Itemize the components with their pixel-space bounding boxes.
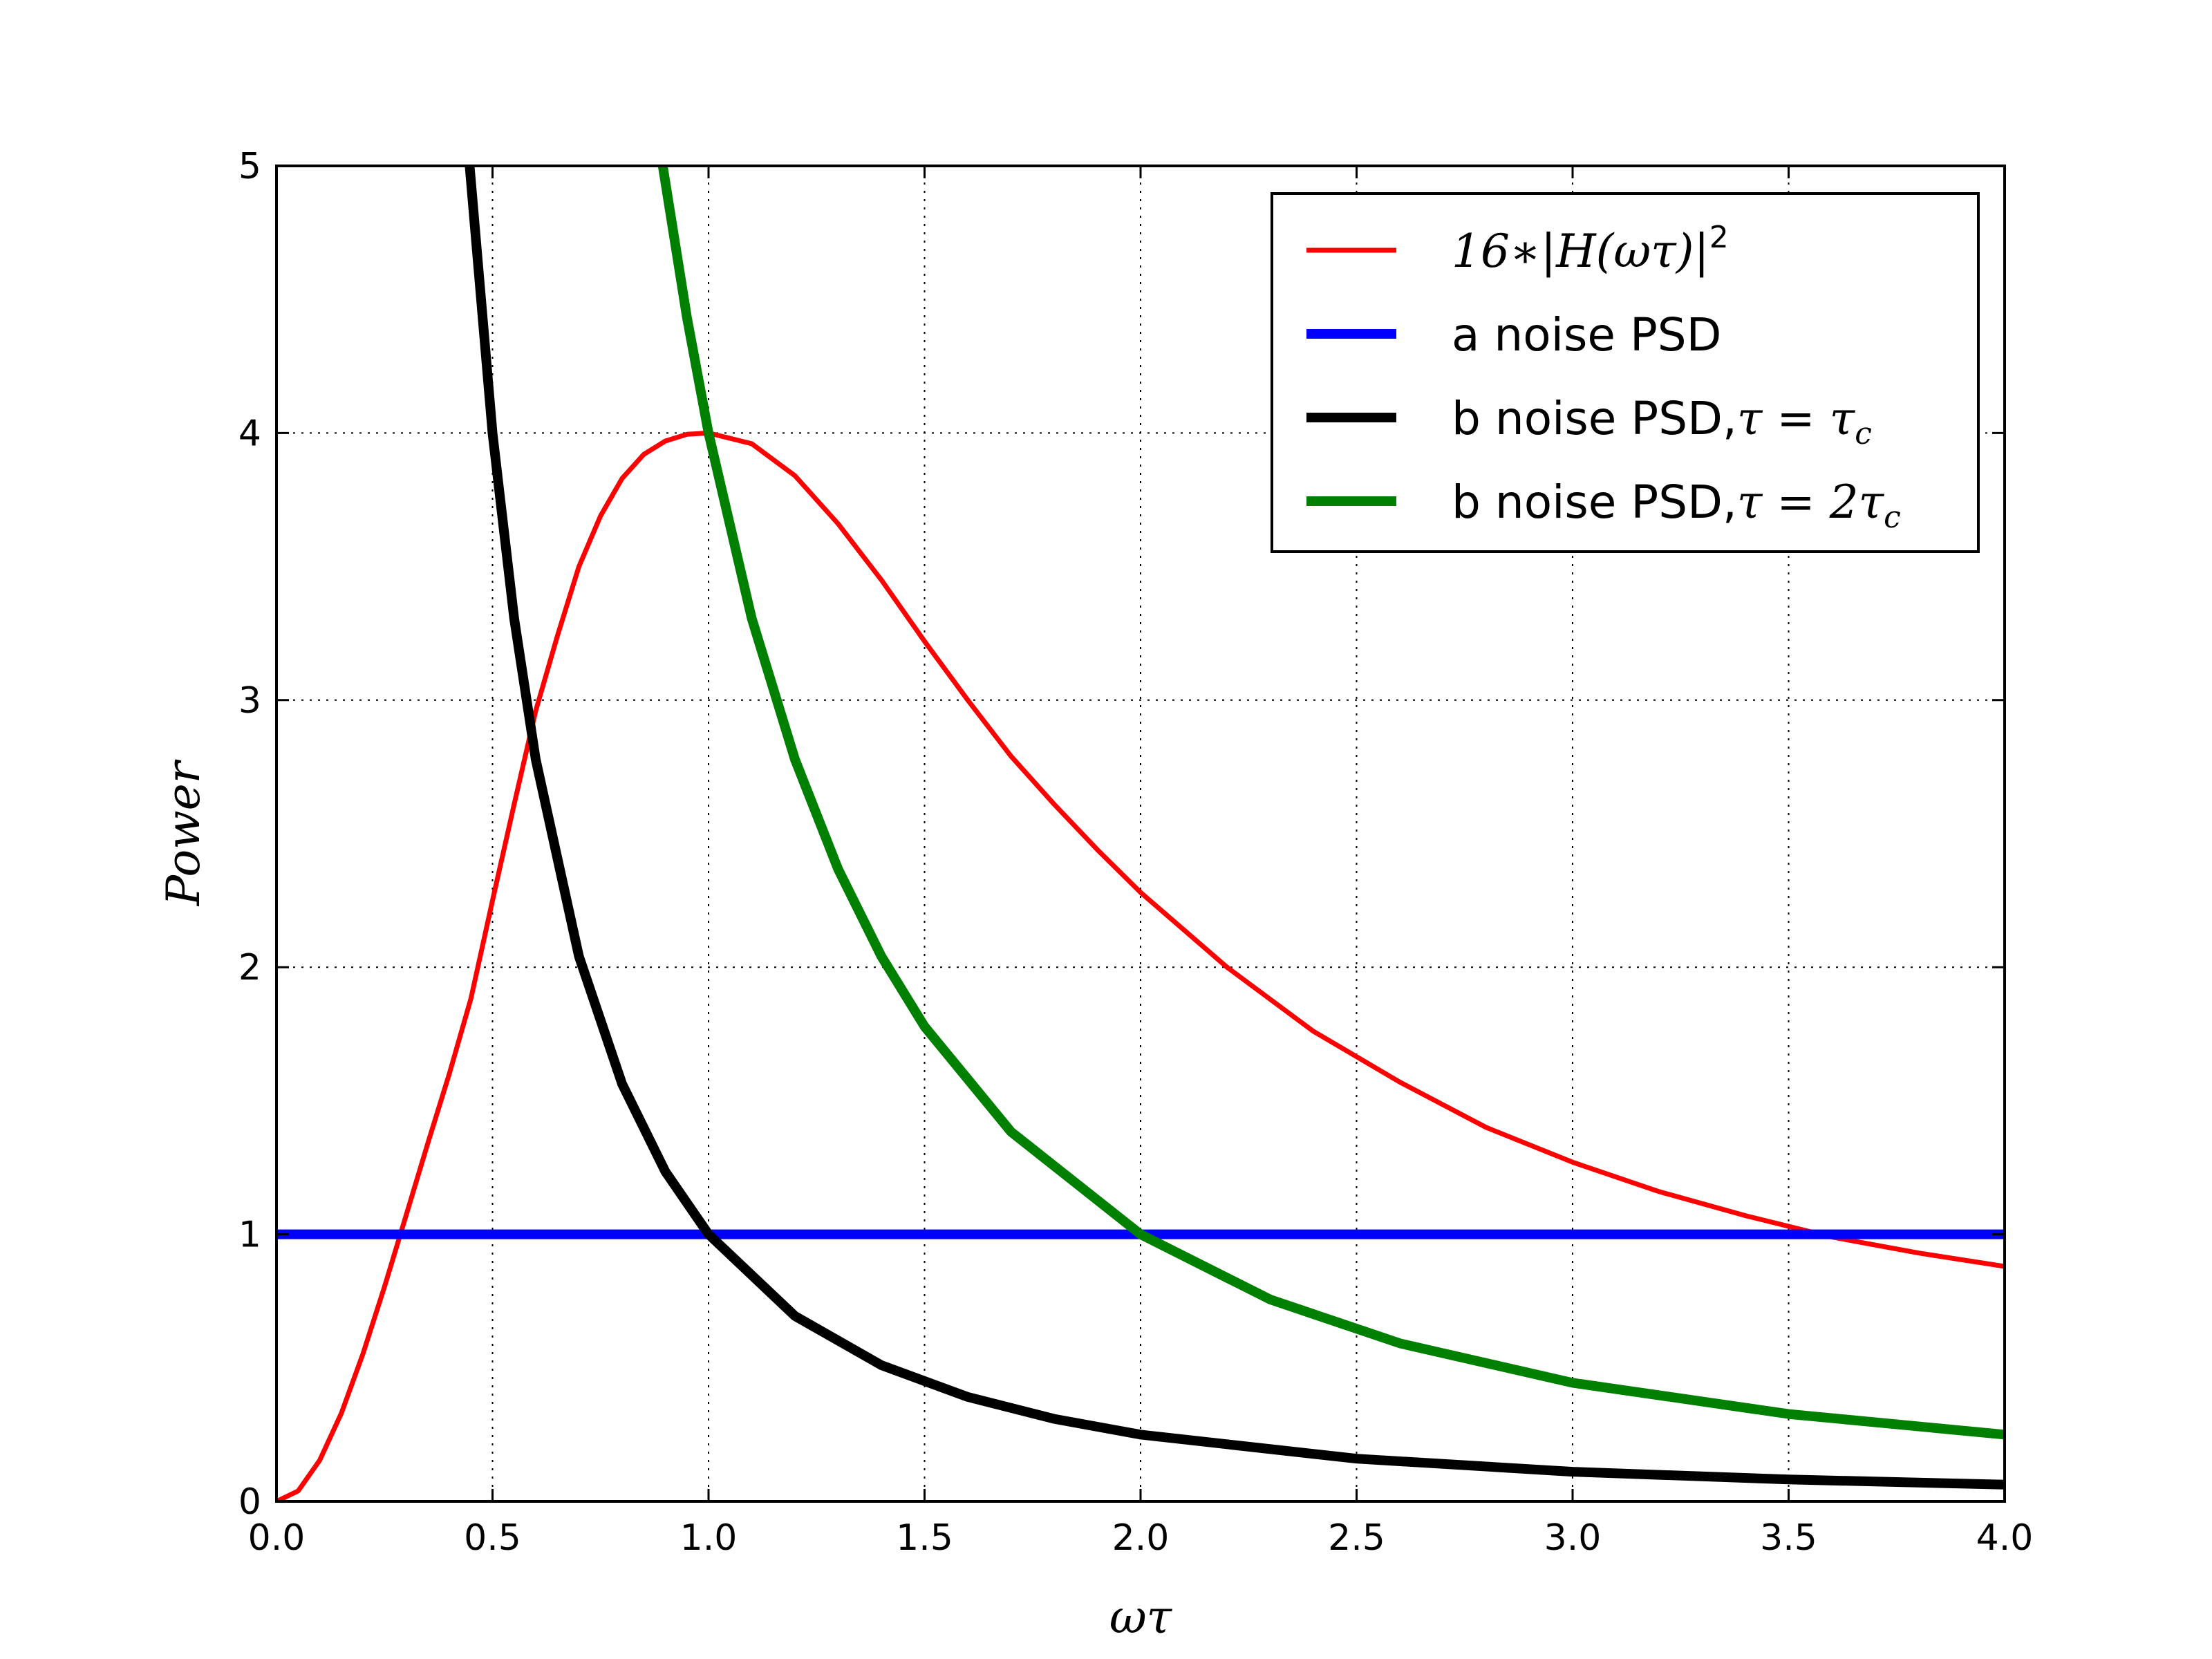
legend-frame	[1271, 192, 1980, 553]
y-tick-label: 0	[238, 1481, 261, 1523]
ticks	[275, 165, 2006, 1503]
y-tick-label: 3	[238, 680, 261, 722]
series-line-3	[657, 166, 2005, 1440]
x-tick-label: 3.5	[1760, 1517, 1817, 1559]
series-layer	[276, 166, 2005, 1501]
y-tick-label: 1	[238, 1215, 261, 1256]
x-tick-label: 0.0	[248, 1517, 306, 1559]
x-tick-label: 2.5	[1328, 1517, 1385, 1559]
legend: 16∗|H(ωτ)|2 a noise PSD b noise PSD,τ = τc…	[1271, 192, 1980, 553]
y-tick-label: 4	[238, 413, 261, 454]
legend-label-2: b noise PSD,τ = τc	[1452, 392, 1872, 451]
plot-area	[276, 166, 2005, 1501]
legend-label-0: 16∗|H(ωτ)|2	[1452, 220, 1729, 278]
x-tick-label: 4.0	[1976, 1517, 2034, 1559]
x-tick-label: 0.5	[464, 1517, 521, 1559]
x-tick-label: 2.0	[1112, 1517, 1170, 1559]
tick-labels: 0.0 0.5 1.0 1.5 2.0 2.5 3.0 3.5 4.0 0 1 2 3 4 5	[238, 146, 2033, 1559]
legend-entries: 16∗|H(ωτ)|2 a noise PSD b noise PSD,τ = τc…	[1306, 220, 1901, 535]
x-tick-label: 1.5	[896, 1517, 953, 1559]
y-tick-label: 5	[238, 146, 261, 187]
legend-label-1: a noise PSD	[1452, 308, 1721, 362]
y-axis-label: Power	[157, 759, 210, 906]
x-axis-label: ωτ	[1109, 1591, 1173, 1644]
y-tick-label: 2	[238, 947, 261, 988]
x-tick-label: 1.0	[680, 1517, 738, 1559]
x-tick-label: 3.0	[1544, 1517, 1602, 1559]
legend-label-3: b noise PSD,τ = 2τc	[1452, 476, 1901, 535]
series-line-2	[465, 166, 2005, 1490]
